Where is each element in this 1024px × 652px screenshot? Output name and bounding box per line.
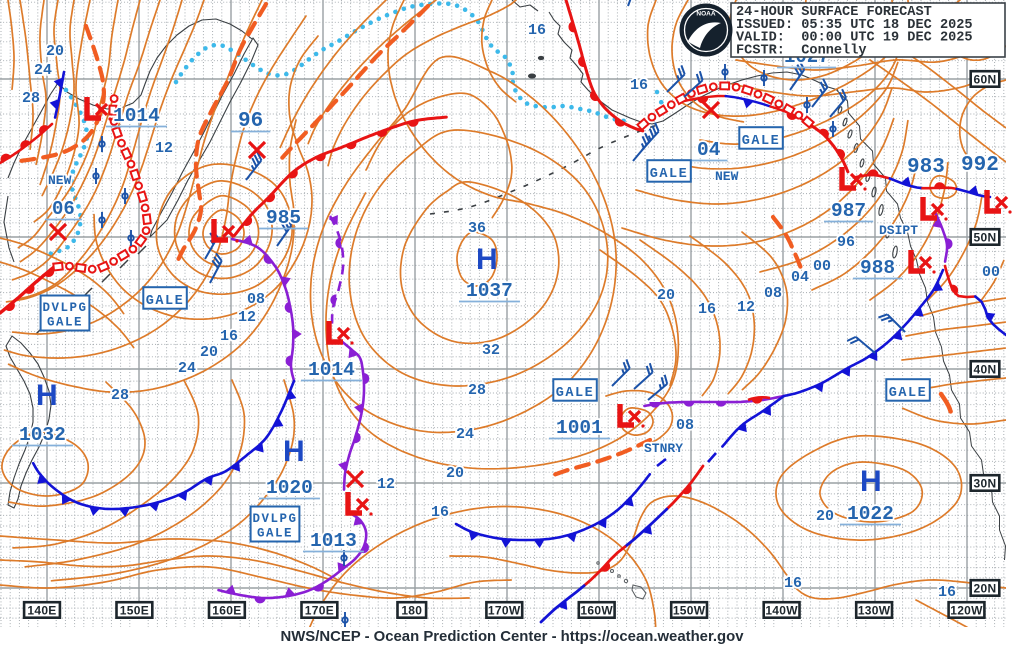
svg-text:GALE: GALE <box>146 294 184 309</box>
svg-text:20: 20 <box>200 344 218 361</box>
svg-text:04: 04 <box>697 139 721 161</box>
svg-text:DVLPG: DVLPG <box>42 301 87 315</box>
svg-text:30N: 30N <box>974 476 997 490</box>
svg-text:16: 16 <box>630 77 648 94</box>
svg-text:60N: 60N <box>974 72 997 86</box>
svg-text:1022: 1022 <box>847 503 894 525</box>
svg-text:150W: 150W <box>673 603 706 617</box>
svg-text:1037: 1037 <box>466 280 513 302</box>
svg-text:32: 32 <box>482 342 500 359</box>
svg-text:12: 12 <box>737 299 755 316</box>
svg-text:00: 00 <box>813 258 831 275</box>
svg-text:40N: 40N <box>974 362 997 376</box>
svg-text:140W: 140W <box>765 603 798 617</box>
svg-text:130W: 130W <box>858 603 891 617</box>
svg-text:GALE: GALE <box>650 167 688 182</box>
svg-text:170E: 170E <box>305 603 334 617</box>
svg-text:H: H <box>36 379 58 412</box>
svg-text:28: 28 <box>468 382 486 399</box>
svg-text:06: 06 <box>52 198 75 220</box>
svg-text:24: 24 <box>178 360 196 377</box>
svg-text:12: 12 <box>155 140 173 157</box>
svg-text:16: 16 <box>528 22 546 39</box>
svg-text:36: 36 <box>468 220 486 237</box>
svg-text:987: 987 <box>831 200 866 222</box>
svg-text:NEW: NEW <box>715 169 739 184</box>
svg-text:24-HOUR SURFACE FORECAST: 24-HOUR SURFACE FORECAST <box>736 5 932 20</box>
svg-text:1014: 1014 <box>308 359 355 381</box>
svg-text:12: 12 <box>377 476 395 493</box>
svg-text:12: 12 <box>238 309 256 326</box>
svg-text:96: 96 <box>238 110 263 133</box>
svg-text:20: 20 <box>816 508 834 525</box>
svg-text:1013: 1013 <box>310 530 357 552</box>
svg-text:28: 28 <box>22 90 40 107</box>
svg-text:20: 20 <box>446 465 464 482</box>
svg-text:GALE: GALE <box>47 316 83 330</box>
svg-text:16: 16 <box>698 301 716 318</box>
svg-text:STNRY: STNRY <box>644 441 683 456</box>
svg-text:04: 04 <box>791 269 809 286</box>
svg-text:96: 96 <box>837 234 855 251</box>
svg-text:H: H <box>476 243 498 276</box>
svg-text:1032: 1032 <box>19 424 66 446</box>
svg-text:28: 28 <box>111 387 129 404</box>
svg-text:16: 16 <box>431 504 449 521</box>
svg-text:1001: 1001 <box>556 417 603 439</box>
svg-text:08: 08 <box>247 291 265 308</box>
svg-text:H: H <box>860 465 882 498</box>
svg-text:170W: 170W <box>488 603 521 617</box>
svg-text:50N: 50N <box>974 230 997 244</box>
svg-text:1014: 1014 <box>113 105 160 127</box>
svg-text:16: 16 <box>220 328 238 345</box>
svg-text:16: 16 <box>938 584 956 601</box>
svg-text:140E: 140E <box>27 603 56 617</box>
svg-text:GALE: GALE <box>889 386 927 401</box>
svg-text:985: 985 <box>266 207 301 229</box>
svg-text:DSIPT: DSIPT <box>879 223 918 238</box>
svg-text:GALE: GALE <box>742 134 780 149</box>
svg-text:150E: 150E <box>120 603 149 617</box>
svg-text:08: 08 <box>676 417 694 434</box>
svg-text:DVLPG: DVLPG <box>252 512 297 526</box>
svg-text:1020: 1020 <box>266 477 313 499</box>
svg-text:GALE: GALE <box>257 527 293 541</box>
svg-text:24: 24 <box>456 426 474 443</box>
svg-text:120W: 120W <box>950 603 983 617</box>
svg-text:H: H <box>283 435 305 468</box>
svg-text:20: 20 <box>657 287 675 304</box>
svg-text:VALID: 00:00 UTC 19 DEC 2025: VALID: 00:00 UTC 19 DEC 2025 <box>736 31 973 46</box>
svg-text:20N: 20N <box>974 581 997 595</box>
svg-text:08: 08 <box>764 285 782 302</box>
svg-text:24: 24 <box>34 62 52 79</box>
svg-text:NOAA: NOAA <box>696 11 715 18</box>
svg-text:ISSUED: 05:35 UTC 18 DEC 2025: ISSUED: 05:35 UTC 18 DEC 2025 <box>736 18 973 33</box>
svg-text:00: 00 <box>982 264 1000 281</box>
svg-text:180: 180 <box>401 603 422 617</box>
svg-text:988: 988 <box>860 257 895 279</box>
svg-text:NWS/NCEP - Ocean Prediction Ce: NWS/NCEP - Ocean Prediction Center - htt… <box>280 629 744 645</box>
svg-text:FCSTR: Connelly: FCSTR: Connelly <box>736 43 867 58</box>
svg-text:160W: 160W <box>580 603 613 617</box>
svg-text:20: 20 <box>46 43 64 60</box>
svg-text:GALE: GALE <box>556 386 594 401</box>
svg-text:16: 16 <box>784 575 802 592</box>
svg-text:NEW: NEW <box>48 173 72 188</box>
svg-text:983: 983 <box>907 156 945 179</box>
svg-text:992: 992 <box>961 154 999 177</box>
svg-text:160E: 160E <box>212 603 241 617</box>
